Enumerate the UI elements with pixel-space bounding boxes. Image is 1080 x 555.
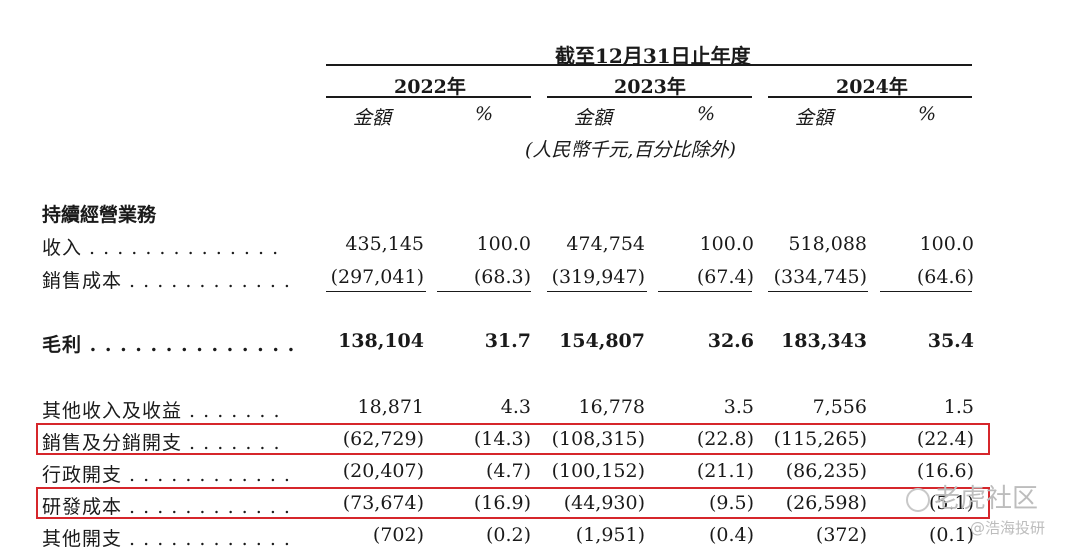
amount-cell: (334,745) [773,266,867,288]
row-rule [880,291,972,292]
amount-cell: (372) [815,524,867,546]
highlight-box-rd-costs [36,487,990,519]
col-amount-2024: 金額 [795,107,834,129]
percent-cell: 35.4 [927,330,974,352]
row-rule [768,291,868,292]
amount-cell: (108,315) [551,428,645,450]
row-label: 其他開支 . . . . . . . . . . . . [42,528,291,550]
amount-cell: 183,343 [781,330,867,352]
amount-cell: (73,674) [342,492,424,514]
header-rule [326,64,972,66]
year-rule-2023 [547,96,752,98]
amount-cell: (1,951) [575,524,645,546]
watermark-logo-icon [906,487,930,512]
percent-cell: 31.7 [484,330,531,352]
percent-cell: 32.6 [707,330,754,352]
row-label: 其他收入及收益 . . . . . . . [42,400,281,422]
amount-cell: (297,041) [330,266,424,288]
year-rule-2024 [768,96,972,98]
amount-cell: (44,930) [563,492,645,514]
amount-cell: 154,807 [559,330,645,352]
watermark-sub: @浩海投研 [970,519,1046,537]
row-label: 銷售成本 . . . . . . . . . . . . [42,270,291,292]
percent-cell: (0.4) [708,524,754,546]
percent-cell: 1.5 [943,396,974,418]
col-percent-2023: % [697,103,716,125]
percent-cell: 100.0 [476,233,531,255]
percent-cell: (67.4) [696,266,754,288]
watermark-main: 老虎社区 [906,478,1038,515]
year-2022: 2022年 [394,76,466,98]
col-amount-2023: 金額 [574,107,613,129]
unit-note: (人民幣千元,百分比除外) [525,139,736,161]
amount-cell: (20,407) [342,460,424,482]
percent-cell: (64.6) [916,266,974,288]
percent-cell: (68.3) [473,266,531,288]
percent-cell: (9.5) [708,492,754,514]
row-label: 銷售及分銷開支 . . . . . . . [42,432,281,454]
percent-cell: (0.2) [485,524,531,546]
percent-cell: (5.1) [928,492,974,514]
amount-cell: (115,265) [773,428,867,450]
percent-cell: 4.3 [500,396,531,418]
amount-cell: 138,104 [338,330,424,352]
section-title: 持續經營業務 [42,204,157,226]
percent-cell: 100.0 [699,233,754,255]
percent-cell: (21.1) [696,460,754,482]
row-rule [547,291,647,292]
col-amount-2022: 金額 [353,107,392,129]
amount-cell: 518,088 [788,233,867,255]
highlight-box-selling-expenses [36,423,990,455]
year-rule-2022 [326,96,531,98]
row-rule [326,291,426,292]
row-label: 收入 . . . . . . . . . . . . . . [42,237,280,259]
amount-cell: 435,145 [345,233,424,255]
row-rule [437,291,531,292]
percent-cell: (14.3) [473,428,531,450]
amount-cell: (86,235) [785,460,867,482]
amount-cell: 16,778 [578,396,645,418]
row-label: 行政開支 . . . . . . . . . . . . [42,464,291,486]
col-percent-2024: % [918,103,937,125]
percent-cell: (0.1) [928,524,974,546]
percent-cell: 100.0 [919,233,974,255]
row-rule [658,291,752,292]
amount-cell: 18,871 [357,396,424,418]
row-label: 毛利 . . . . . . . . . . . . . . [42,334,296,356]
percent-cell: (22.4) [916,428,974,450]
amount-cell: (702) [372,524,424,546]
year-2023: 2023年 [614,76,686,98]
year-2024: 2024年 [836,76,908,98]
percent-cell: (16.9) [473,492,531,514]
amount-cell: 7,556 [812,396,867,418]
row-label: 研發成本 . . . . . . . . . . . . [42,496,291,518]
amount-cell: (319,947) [551,266,645,288]
percent-cell: (16.6) [916,460,974,482]
percent-cell: (22.8) [696,428,754,450]
watermark-text: 老虎社区 [934,484,1039,514]
amount-cell: (62,729) [342,428,424,450]
amount-cell: (100,152) [551,460,645,482]
percent-cell: (4.7) [485,460,531,482]
percent-cell: 3.5 [723,396,754,418]
col-percent-2022: % [475,103,494,125]
amount-cell: (26,598) [785,492,867,514]
amount-cell: 474,754 [566,233,645,255]
